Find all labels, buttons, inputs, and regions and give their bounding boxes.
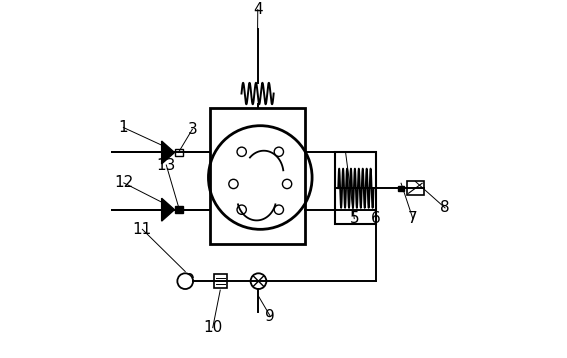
Bar bbox=[175, 207, 183, 213]
Text: 4: 4 bbox=[253, 2, 263, 17]
Text: 8: 8 bbox=[440, 200, 450, 216]
Bar bbox=[335, 153, 376, 224]
Text: 6: 6 bbox=[371, 211, 380, 226]
Bar bbox=[398, 186, 404, 191]
Text: 12: 12 bbox=[114, 175, 133, 190]
Bar bbox=[210, 108, 305, 244]
Bar bbox=[407, 182, 424, 195]
Text: 10: 10 bbox=[203, 320, 222, 335]
Text: 9: 9 bbox=[265, 309, 275, 324]
Polygon shape bbox=[162, 198, 175, 221]
Bar bbox=[175, 149, 183, 156]
Text: 1: 1 bbox=[119, 120, 128, 135]
Text: 13: 13 bbox=[156, 158, 176, 173]
Bar bbox=[214, 274, 227, 288]
Text: 3: 3 bbox=[188, 122, 197, 137]
Text: 11: 11 bbox=[133, 222, 152, 237]
Text: 7: 7 bbox=[408, 211, 418, 226]
Polygon shape bbox=[162, 141, 175, 164]
Text: 5: 5 bbox=[349, 211, 359, 226]
